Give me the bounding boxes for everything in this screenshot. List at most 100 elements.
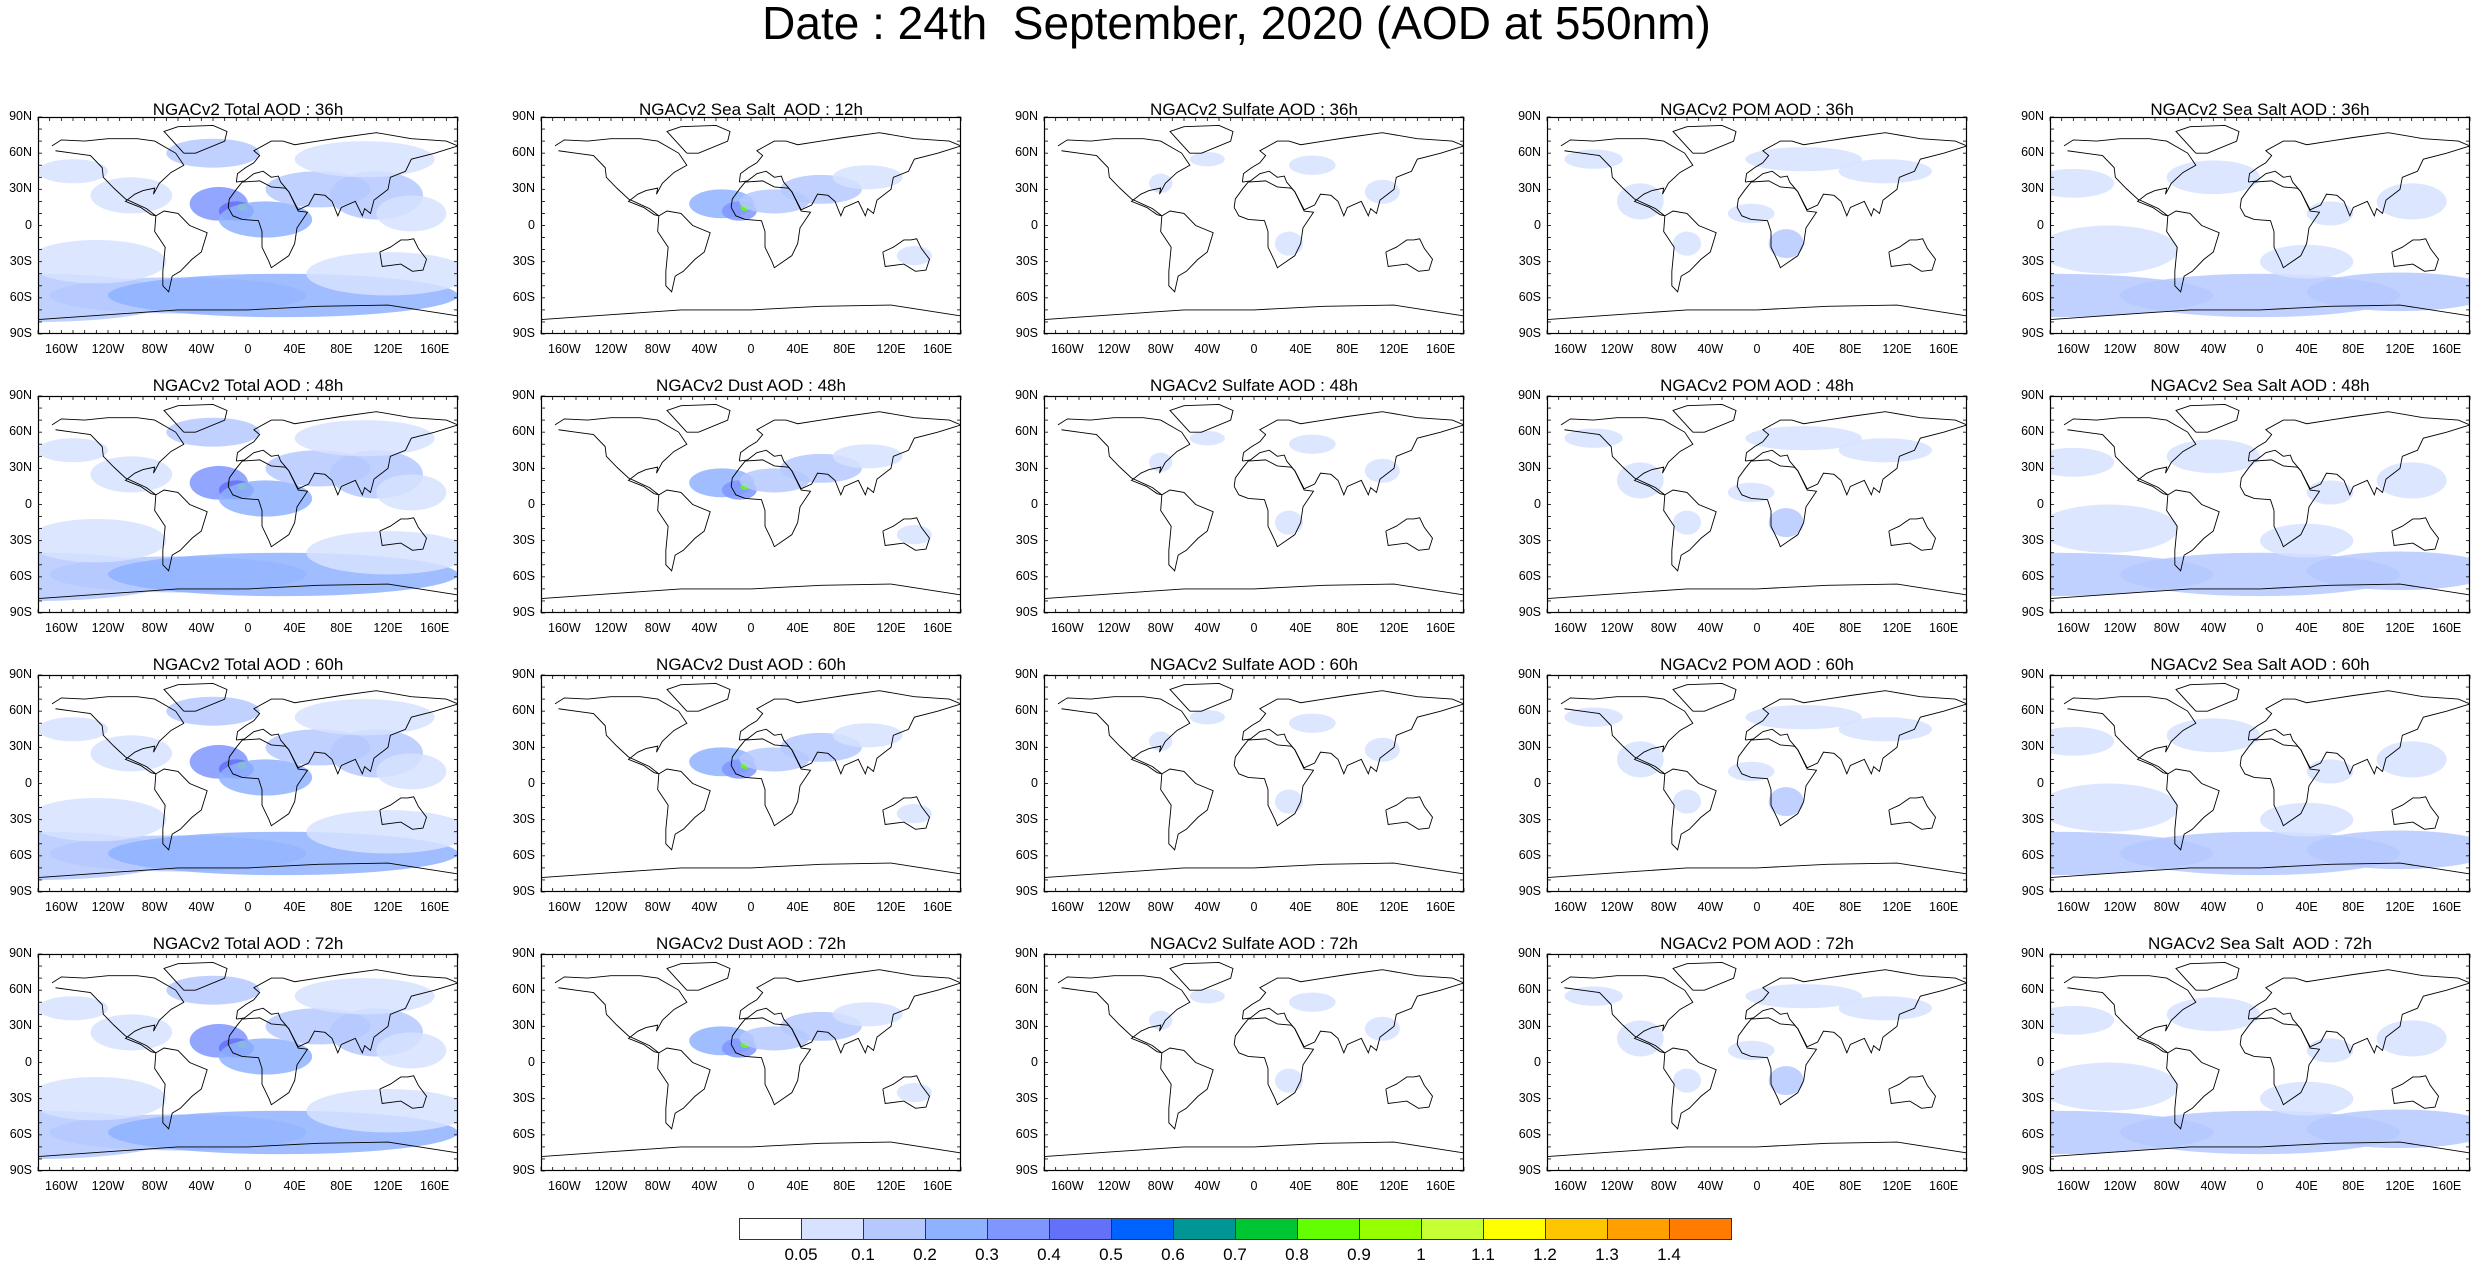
- lon-label: 40W: [188, 621, 215, 635]
- lat-label: 0: [1031, 496, 1038, 511]
- lat-label: 90N: [512, 388, 535, 402]
- lon-label: 160E: [923, 900, 953, 914]
- lat-label: 30N: [1015, 1018, 1038, 1033]
- lon-label: 80W: [2153, 900, 2180, 914]
- lat-label: 30S: [1015, 1090, 1038, 1105]
- lat-label: 0: [1031, 217, 1038, 232]
- lon-label: 160E: [1426, 1179, 1456, 1193]
- lat-label: 60N: [9, 703, 32, 718]
- aod-plume: [2306, 759, 2354, 784]
- map-frame: [540, 674, 962, 893]
- coastline: [1672, 124, 1737, 154]
- lat-label: 60S: [1518, 568, 1541, 583]
- lon-label: 0: [1250, 342, 1258, 356]
- lat-label: 30N: [1015, 181, 1038, 196]
- aod-plume: [1838, 717, 1932, 742]
- coastline: [666, 403, 731, 433]
- lon-label: 120E: [1882, 900, 1912, 914]
- coastline: [2239, 1017, 2321, 1106]
- aod-plume: [1189, 430, 1225, 446]
- lon-label: 160E: [1426, 342, 1456, 356]
- coastline: [1160, 1047, 1214, 1130]
- coastline: [1888, 796, 1936, 830]
- panel-title: NGACv2 Sulfate AOD : 60h: [1150, 655, 1358, 674]
- lat-label: 90S: [1518, 326, 1541, 340]
- aod-plume: [1727, 761, 1775, 782]
- coastline: [2239, 738, 2321, 827]
- aod-plume: [166, 138, 260, 168]
- colorbar-swatch: [1669, 1218, 1732, 1240]
- coastline: [738, 690, 961, 776]
- coastline: [1044, 304, 1464, 320]
- lon-label: 80E: [1336, 1179, 1359, 1193]
- lon-label: 80W: [141, 342, 168, 356]
- lon-label: 40E: [2295, 1179, 2318, 1193]
- coastline: [1672, 961, 1737, 991]
- lat-label: 30S: [1015, 253, 1038, 268]
- lat-label: 90N: [512, 667, 535, 681]
- panel-title: NGACv2 Sulfate AOD : 72h: [1150, 934, 1358, 953]
- map-panel: NGACv2 Sea Salt AOD : 12h 90N 60N 30N 0 30S 60…: [512, 100, 962, 356]
- lon-label: 160W: [1554, 900, 1587, 914]
- lat-label: 0: [2037, 217, 2044, 232]
- lat-label: 0: [2037, 496, 2044, 511]
- coastline: [666, 961, 731, 991]
- lon-label: 40E: [786, 342, 809, 356]
- aod-map: [37, 674, 459, 893]
- lon-label: 120E: [1882, 621, 1912, 635]
- map-panel: NGACv2 Sulfate AOD : 36h 90N 60N 30N 0 30S 60S…: [1015, 100, 1465, 356]
- lat-label: 30N: [9, 1018, 32, 1033]
- lon-label: 160W: [2057, 621, 2090, 635]
- lon-label: 160E: [420, 900, 450, 914]
- coastline: [1888, 238, 1936, 272]
- colorbar-label: 1.3: [1595, 1245, 1619, 1264]
- lon-label: 80E: [833, 621, 856, 635]
- lat-label: 90N: [2021, 388, 2044, 402]
- lon-label: 80E: [1839, 1179, 1862, 1193]
- lon-label: 80E: [1839, 621, 1862, 635]
- lon-label: 40E: [786, 900, 809, 914]
- lon-label: 120W: [1600, 621, 1634, 635]
- aod-plume: [1745, 984, 1862, 1009]
- lon-label: 40E: [1289, 621, 1312, 635]
- coastline: [154, 768, 208, 851]
- coastline: [1169, 682, 1234, 712]
- lon-label: 40E: [1792, 621, 1815, 635]
- lon-label: 160W: [1051, 342, 1084, 356]
- lat-label: 90S: [1015, 884, 1038, 898]
- lon-label: 80E: [2342, 900, 2365, 914]
- coastline: [1663, 210, 1717, 293]
- coastline: [227, 180, 309, 269]
- lat-label: 30S: [9, 253, 32, 268]
- lat-label: 30S: [2021, 811, 2044, 826]
- lat-label: 60N: [1518, 703, 1541, 718]
- coastline: [2391, 517, 2439, 551]
- coastline: [2063, 975, 2197, 1054]
- lon-label: 0: [2256, 900, 2264, 914]
- lon-label: 40W: [2200, 342, 2227, 356]
- coastline: [554, 138, 688, 217]
- panel-title: NGACv2 Sulfate AOD : 48h: [1150, 376, 1358, 395]
- coastline: [1233, 459, 1315, 548]
- lat-label: 60S: [9, 1126, 32, 1141]
- lon-label: 160W: [45, 621, 78, 635]
- lat-label: 30N: [1518, 1018, 1541, 1033]
- coastline: [2391, 796, 2439, 830]
- lon-label: 40W: [1697, 342, 1724, 356]
- lon-label: 160E: [1929, 1179, 1959, 1193]
- aod-plume: [2376, 741, 2447, 778]
- lon-label: 40E: [1792, 900, 1815, 914]
- lat-label: 60N: [512, 424, 535, 439]
- lon-label: 40W: [691, 621, 718, 635]
- coastline: [1663, 489, 1717, 572]
- aod-plume: [2050, 225, 2179, 274]
- aod-plume: [2050, 726, 2115, 756]
- coastline: [2166, 1047, 2220, 1130]
- lat-label: 30S: [9, 811, 32, 826]
- lat-label: 60N: [1518, 982, 1541, 997]
- lat-label: 60N: [2021, 982, 2044, 997]
- aod-plume: [1275, 789, 1303, 814]
- lon-label: 160W: [1051, 1179, 1084, 1193]
- colorbar-label: 0.05: [784, 1245, 818, 1264]
- aod-plume: [1768, 508, 1804, 538]
